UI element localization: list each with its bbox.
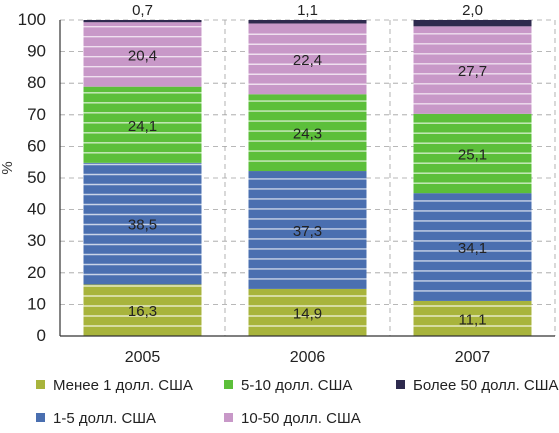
legend-label: 5-10 долл. США xyxy=(241,377,352,394)
legend: Менее 1 долл. США 5-10 долл. США Более 50 … xyxy=(36,377,559,427)
legend-swatch xyxy=(396,380,405,389)
y-tick-label: 40 xyxy=(27,200,46,219)
legend-swatch xyxy=(36,413,45,422)
y-tick-label: 30 xyxy=(27,231,46,250)
bar-segment xyxy=(413,26,532,114)
bar-segment xyxy=(248,94,367,172)
data-label: 24,1 xyxy=(128,118,157,135)
data-label: 24,3 xyxy=(293,126,322,143)
legend-label: Более 50 долл. США xyxy=(413,377,559,394)
y-tick-label: 10 xyxy=(27,294,46,313)
x-axis: 2005 2006 2007 xyxy=(59,20,555,366)
bar-segment xyxy=(248,288,367,336)
legend-label: 10-50 долл. США xyxy=(241,410,361,427)
bar-segment xyxy=(83,22,202,87)
legend-swatch xyxy=(36,380,45,389)
data-label: 34,1 xyxy=(458,240,487,257)
data-label: 20,4 xyxy=(128,47,157,64)
y-tick-label: 0 xyxy=(37,326,46,345)
data-label: 0,7 xyxy=(132,2,153,19)
bar-segment xyxy=(248,20,367,24)
bar-segment xyxy=(83,284,202,336)
data-label: 14,9 xyxy=(293,305,322,322)
y-tick-label: 20 xyxy=(27,263,46,282)
data-label: 1,1 xyxy=(297,2,318,19)
y-tick-label: 70 xyxy=(27,105,46,124)
data-label: 16,3 xyxy=(128,303,157,320)
data-label: 27,7 xyxy=(458,63,487,80)
data-label: 2,0 xyxy=(462,2,483,19)
bar-segment xyxy=(413,300,532,336)
bar-segment xyxy=(413,20,532,27)
y-tick-label: 90 xyxy=(27,42,46,61)
legend-label: Менее 1 долл. США xyxy=(53,377,193,394)
x-tick-label: 2007 xyxy=(455,349,491,366)
data-label: 11,1 xyxy=(458,311,486,328)
data-label: 22,4 xyxy=(293,52,322,69)
data-label: 37,3 xyxy=(293,223,322,240)
y-tick-label: 60 xyxy=(27,136,46,155)
y-tick-label: 80 xyxy=(27,73,46,92)
bars: 16,3 38,5 24,1 20,4 0,7 14,9 37,3 24,3 22,4 1,1 11… xyxy=(83,2,532,336)
legend-swatch xyxy=(224,413,233,422)
x-tick-label: 2005 xyxy=(125,349,161,366)
y-axis-label: % xyxy=(0,161,16,174)
bar-segment xyxy=(248,23,367,95)
y-axis-ticks: 0 10 20 30 40 50 60 70 80 90 100 xyxy=(18,10,46,345)
bar-segment xyxy=(83,86,202,163)
y-tick-label: 100 xyxy=(18,10,46,29)
legend-swatch xyxy=(224,380,233,389)
x-tick-label: 2006 xyxy=(290,349,326,366)
data-label: 25,1 xyxy=(458,147,487,164)
data-label: 38,5 xyxy=(128,217,157,234)
legend-label: 1-5 долл. США xyxy=(53,410,156,427)
bar-segment xyxy=(83,20,202,23)
y-tick-label: 50 xyxy=(27,168,46,187)
